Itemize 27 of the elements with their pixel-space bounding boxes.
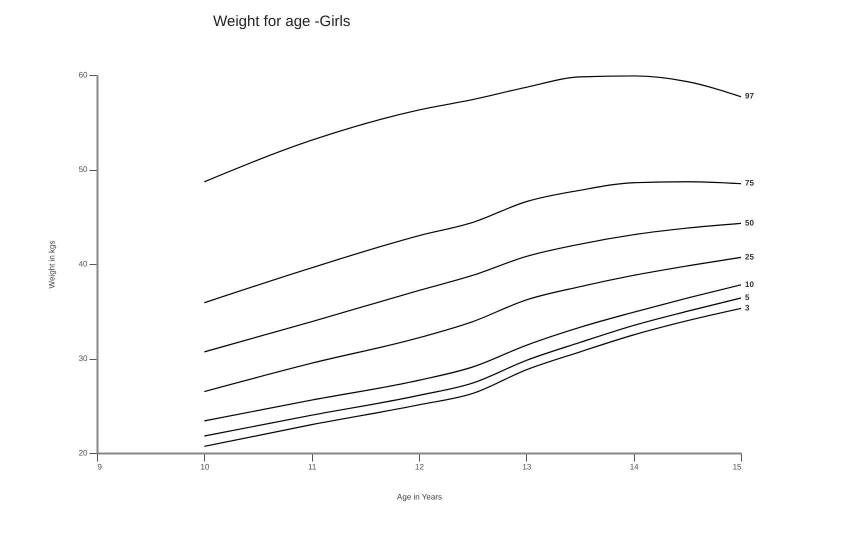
- series-label: 97: [745, 92, 754, 101]
- series-label: 10: [745, 280, 754, 289]
- y-tick-label: 20: [78, 448, 88, 458]
- y-axis-title: Weight in kgs: [48, 240, 57, 288]
- x-tick-label: 15: [732, 462, 742, 472]
- y-tick-label: 60: [78, 70, 88, 80]
- line-series: [204, 256, 742, 392]
- line-series: [204, 284, 742, 422]
- series-label: 75: [745, 178, 754, 188]
- line-series: [204, 75, 742, 182]
- line-series: [204, 222, 742, 352]
- line-series: [204, 181, 742, 304]
- y-tick-label: 30: [78, 354, 88, 363]
- x-tick-label: 10: [200, 462, 210, 472]
- series-label: 50: [745, 218, 754, 228]
- chart-title: Weight for age -Girls: [213, 13, 350, 30]
- series-label: 25: [745, 252, 754, 262]
- y-tick-label: 40: [78, 260, 88, 268]
- x-tick-label: 13: [522, 462, 532, 472]
- series-label: 3: [745, 303, 750, 312]
- x-tick-label: 9: [98, 462, 102, 472]
- x-tick-label: 12: [415, 462, 424, 472]
- y-tick-label: 50: [78, 165, 88, 174]
- x-tick-label: 14: [630, 462, 640, 472]
- x-tick-label: 11: [308, 462, 317, 472]
- x-axis-title: Age in Years: [397, 492, 442, 502]
- series-label: 5: [745, 293, 750, 302]
